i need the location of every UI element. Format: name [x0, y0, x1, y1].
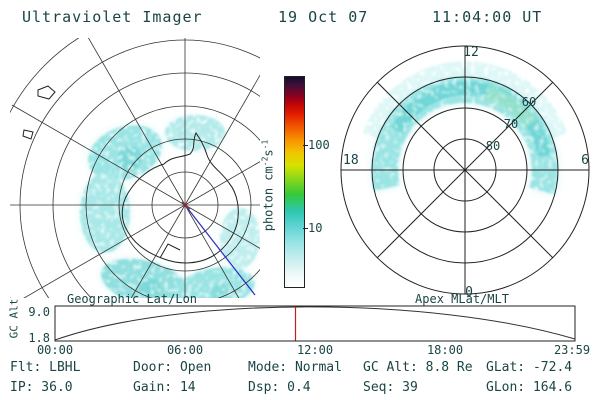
right-panel-caption: Apex MLat/MLT — [415, 294, 509, 306]
altitude-ylabel: GC Alt — [7, 298, 21, 339]
geographic-grid-meridians — [10, 38, 260, 298]
geographic-map-panel — [10, 38, 260, 298]
xtick-2359: 23:59 — [554, 343, 590, 356]
footprint-marker — [181, 201, 191, 210]
mlat-label-80: 80 — [486, 139, 500, 153]
colorbar-unit-label: photon cm-2s-1 — [261, 111, 276, 261]
altitude-plot: Geographic Lat/Lon Apex MLat/MLT 9.0 1.8… — [28, 294, 590, 356]
status-gcalt: GC Alt: 8.8 Re — [363, 360, 473, 375]
status-glon: GLon: 164.6 — [486, 380, 573, 395]
status-mode: Mode: Normal — [248, 360, 342, 375]
mlt-label-18: 18 — [343, 153, 359, 168]
altitude-plot-frame — [54, 305, 576, 342]
unit-mid: s — [261, 149, 276, 157]
antarctica-coastline — [22, 85, 239, 264]
status-seq: Seq: 39 — [363, 380, 418, 395]
colorbar — [284, 76, 305, 288]
xtick-0000: 00:00 — [37, 343, 73, 356]
colorbar-tick-mark — [303, 228, 308, 229]
status-door: Door: Open — [133, 360, 212, 375]
ytick-1-8: 1.8 — [28, 331, 50, 345]
aurora-speckle-right — [362, 61, 568, 195]
spacecraft-track-line — [184, 204, 256, 296]
altitude-curve — [54, 306, 576, 341]
unit-exponent: -1 — [260, 139, 270, 150]
status-dsp: Dsp: 0.4 — [248, 380, 311, 395]
xtick-0600: 06:00 — [167, 343, 203, 356]
instrument-title: Ultraviolet Imager — [22, 8, 203, 26]
mlt-label-12: 12 — [463, 45, 479, 60]
mlt-label-6: 6 — [581, 153, 589, 168]
colorbar-tick-mark — [303, 145, 308, 146]
observation-date: 19 Oct 07 — [278, 8, 369, 26]
status-flt: Flt: LBHL — [10, 360, 81, 375]
status-ip: IP: 36.0 — [10, 380, 73, 395]
mlt-label-0: 0 — [465, 285, 473, 300]
xtick-1200: 12:00 — [297, 343, 333, 356]
mlat-label-60: 60 — [522, 95, 536, 109]
observation-time: 11:04:00 UT — [432, 8, 543, 26]
colorbar-tick-100: 100 — [308, 138, 330, 152]
apex-mlat-mlt-panel: 12 18 6 0 60 70 80 — [340, 45, 590, 300]
ytick-9: 9.0 — [28, 305, 50, 319]
colorbar-tick-10: 10 — [308, 221, 323, 235]
xtick-1800: 18:00 — [427, 343, 463, 356]
mlat-label-70: 70 — [504, 117, 518, 131]
mlt-grid-spokes — [341, 46, 589, 294]
status-gain: Gain: 14 — [133, 380, 196, 395]
aurora-speckle-left — [80, 115, 260, 298]
unit-exponent: -2 — [260, 156, 270, 167]
status-glat: GLat: -72.4 — [486, 360, 573, 375]
left-panel-caption: Geographic Lat/Lon — [67, 294, 197, 306]
unit-prefix: photon cm — [261, 166, 276, 232]
